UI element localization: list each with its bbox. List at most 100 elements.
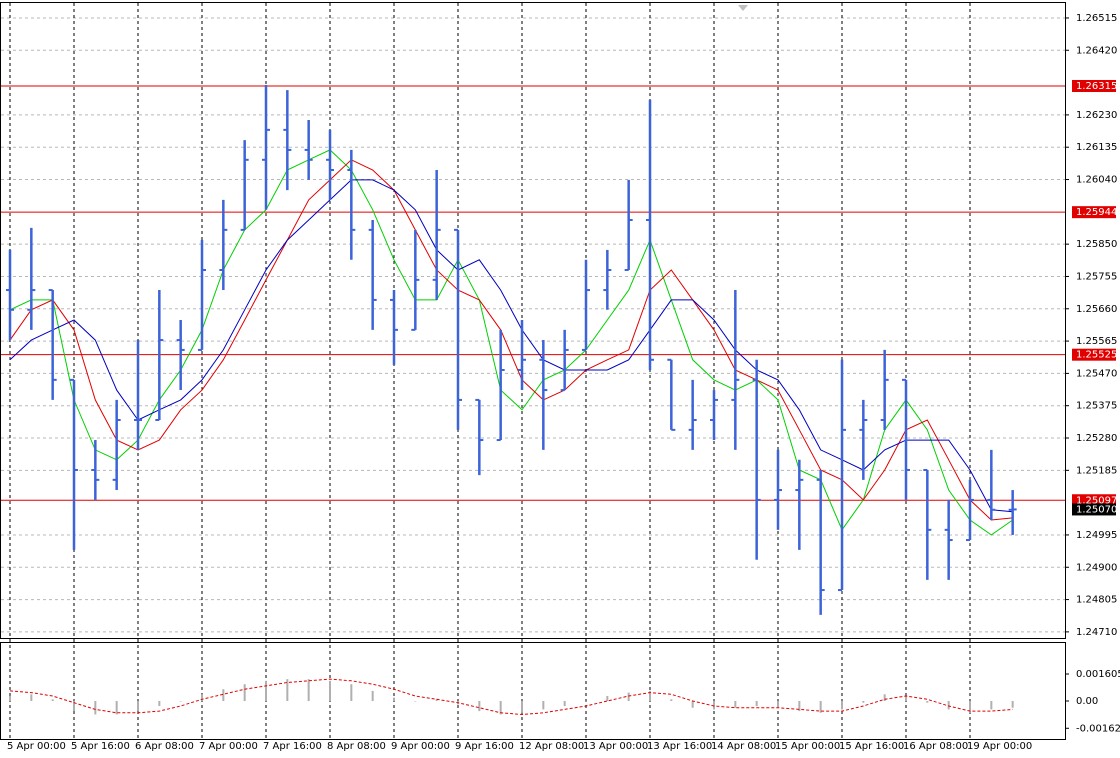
- x-tick-label: 9 Apr 16:00: [455, 741, 514, 752]
- histogram-bar: [201, 694, 203, 702]
- y-tick-label: 1.24900: [1076, 562, 1117, 573]
- moving-average: [9, 179, 1013, 513]
- histogram-bar: [9, 695, 11, 702]
- y-tick-label: 0.001605: [1076, 669, 1120, 680]
- histogram-bar: [841, 701, 843, 710]
- histogram-bar: [947, 701, 950, 710]
- histogram-bar: [393, 697, 395, 702]
- histogram-bar: [478, 701, 481, 712]
- level-label: 1.25944: [1076, 207, 1117, 218]
- histogram-bar: [969, 701, 971, 713]
- y-tick-label: -0.001622: [1076, 723, 1120, 734]
- histogram-bar: [435, 699, 438, 702]
- histogram-bar: [734, 701, 737, 708]
- histogram-bar: [627, 692, 630, 702]
- moving-average: [9, 159, 1013, 521]
- x-tick-label: 14 Apr 08:00: [711, 741, 776, 752]
- histogram-bar: [755, 701, 758, 707]
- moving-average: [9, 149, 1013, 536]
- x-tick-label: 15 Apr 16:00: [839, 741, 904, 752]
- histogram-bar: [713, 701, 715, 710]
- histogram-bar: [307, 679, 310, 702]
- histogram-bar: [94, 701, 97, 715]
- signal-line: [9, 678, 1013, 716]
- histogram-bar: [585, 701, 587, 702]
- histogram-bar: [137, 701, 139, 712]
- histogram-bar: [691, 701, 694, 708]
- histogram-bar: [883, 694, 886, 702]
- x-tick-label: 6 Apr 08:00: [135, 741, 194, 752]
- histogram-bar: [51, 699, 54, 702]
- histogram-bar: [990, 701, 993, 710]
- histogram-bar: [158, 701, 161, 707]
- y-tick-label: 1.24995: [1076, 530, 1117, 541]
- level-label-box: [1072, 79, 1116, 92]
- shift-marker: [738, 5, 748, 11]
- histogram-bar: [30, 694, 33, 702]
- histogram-bar: [414, 701, 417, 702]
- y-tick-label: 1.25660: [1076, 304, 1117, 315]
- histogram-bar: [222, 689, 225, 702]
- histogram-bar: [606, 695, 609, 702]
- x-tick-label: 9 Apr 00:00: [391, 741, 450, 752]
- y-tick-label: 1.24805: [1076, 595, 1117, 606]
- y-tick-label: 1.25280: [1076, 433, 1117, 444]
- y-tick-label: 1.25755: [1076, 271, 1117, 282]
- y-tick-label: 1.26040: [1076, 175, 1117, 186]
- level-label: 1.25097: [1076, 495, 1117, 506]
- histogram-bar: [350, 684, 353, 702]
- level-label: 1.25525: [1076, 350, 1117, 361]
- histogram-bar: [243, 684, 246, 702]
- histogram-bar: [819, 701, 822, 713]
- x-tick-label: 5 Apr 16:00: [71, 741, 130, 752]
- y-tick-label: 1.25850: [1076, 239, 1117, 250]
- x-tick-label: 7 Apr 16:00: [263, 741, 322, 752]
- histogram-bar: [542, 701, 545, 710]
- y-tick-label: 1.25185: [1076, 465, 1117, 476]
- histogram-bar: [329, 680, 331, 702]
- x-tick-label: 7 Apr 00:00: [199, 741, 258, 752]
- x-tick-label: 13 Apr 16:00: [647, 741, 712, 752]
- x-tick-label: 16 Apr 08:00: [903, 741, 968, 752]
- histogram-bar: [926, 701, 929, 703]
- price-panel: [0, 2, 1066, 639]
- histogram-bar: [115, 701, 118, 715]
- histogram-bar: [521, 701, 523, 713]
- histogram-bar: [777, 701, 779, 708]
- histogram-bar: [798, 701, 801, 712]
- histogram-bar: [862, 701, 865, 703]
- current-price-label: 1.25070: [1076, 504, 1117, 515]
- histogram-bar: [179, 701, 182, 702]
- level-label-box: [1072, 206, 1116, 219]
- histogram-bar: [286, 679, 289, 702]
- x-tick-label: 12 Apr 08:00: [519, 741, 584, 752]
- x-tick-label: 19 Apr 00:00: [967, 741, 1032, 752]
- y-tick-label: 1.26230: [1076, 110, 1117, 121]
- y-tick-label: 1.25565: [1076, 336, 1117, 347]
- histogram-bar: [563, 701, 566, 707]
- level-label-box: [1072, 348, 1116, 361]
- indicator-panel: [0, 642, 1066, 740]
- histogram-bar: [265, 680, 267, 702]
- histogram-bar: [905, 695, 907, 702]
- histogram-bar: [73, 701, 75, 712]
- x-tick-label: 8 Apr 08:00: [327, 741, 386, 752]
- x-tick-label: 15 Apr 00:00: [775, 741, 840, 752]
- y-tick-label: 1.24710: [1076, 627, 1117, 638]
- x-tick-label: 5 Apr 00:00: [7, 741, 66, 752]
- y-tick-label: 1.25470: [1076, 368, 1117, 379]
- y-tick-label: 1.26135: [1076, 142, 1117, 153]
- histogram-bar: [649, 690, 651, 702]
- histogram-bar: [1011, 701, 1014, 708]
- histogram-bar: [499, 701, 502, 715]
- level-label-box: [1072, 494, 1116, 507]
- current-price-box: [1072, 503, 1116, 516]
- histogram-bar: [670, 699, 673, 702]
- level-label: 1.26315: [1076, 81, 1117, 92]
- y-tick-label: 0.00: [1076, 696, 1098, 707]
- histogram-bar: [371, 690, 374, 702]
- y-tick-label: 1.26515: [1076, 13, 1117, 24]
- y-tick-label: 1.25375: [1076, 401, 1117, 412]
- x-tick-label: 13 Apr 00:00: [583, 741, 648, 752]
